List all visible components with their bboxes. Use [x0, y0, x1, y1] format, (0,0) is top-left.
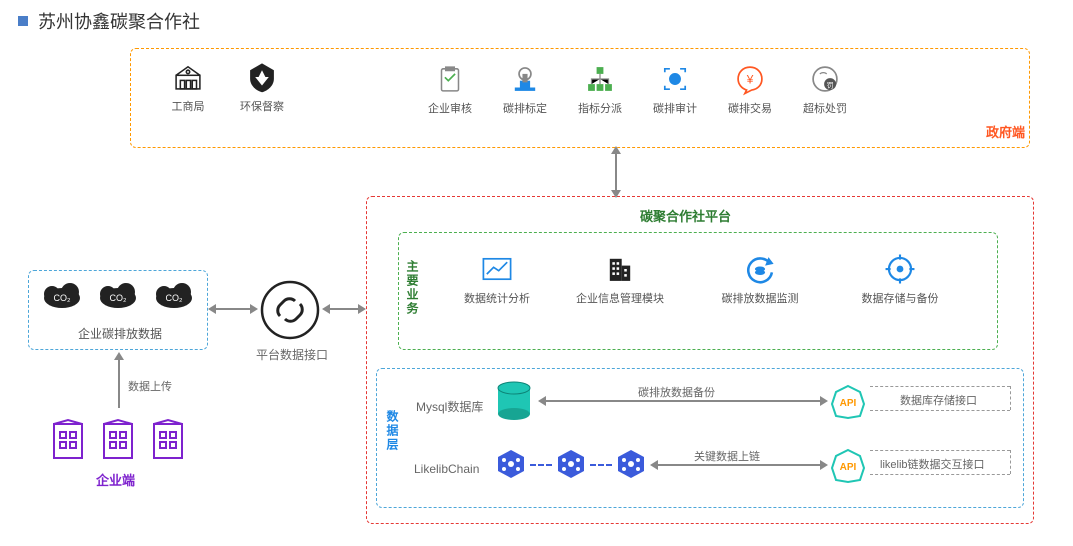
chain-label: LikelibChain [414, 462, 479, 476]
arrow-ent-api [214, 308, 252, 310]
chain-node-icon [554, 448, 588, 485]
svg-text:CO₂: CO₂ [166, 293, 184, 303]
gov-func-penalty: 罚 超标处罚 [795, 62, 855, 116]
mysql-label: Mysql数据库 [416, 398, 483, 415]
api1-label: 数据库存储接口 [900, 392, 977, 408]
biz-target: 数据存储与备份 [850, 252, 950, 306]
ent-building-icon [100, 418, 136, 465]
page-title: 苏州协鑫碳聚合作社 [38, 8, 200, 34]
api-label: 平台数据接口 [256, 346, 328, 363]
gov-item-label: 工商局 [172, 98, 205, 114]
chain-node-icon [494, 448, 528, 485]
api2-label: likelib链数据交互接口 [880, 456, 985, 472]
business-side-label: 主要业务 [404, 260, 421, 316]
ent-building-icon [50, 418, 86, 465]
onchain-label: 关键数据上链 [694, 448, 760, 464]
gov-func-stamp: 碳排标定 [495, 62, 555, 116]
co2-icon: CO₂ [96, 280, 140, 313]
gov-item-env: 环保督察 [232, 60, 292, 114]
co2-icon: CO₂ [40, 280, 84, 313]
chain-node-icon [614, 448, 648, 485]
ent-label: 企业端 [96, 470, 135, 489]
svg-text:CO₂: CO₂ [110, 293, 128, 303]
svg-text:罚: 罚 [827, 82, 834, 90]
gov-func-assign: 指标分派 [570, 62, 630, 116]
arrow-gov-platform [615, 152, 617, 192]
svg-text:API: API [840, 462, 857, 473]
biz-chart: 数据统计分析 [452, 252, 542, 306]
title-bullet [18, 16, 28, 26]
gov-label: 政府端 [986, 122, 1025, 141]
gov-func-audit: 企业审核 [420, 62, 480, 116]
data-layer-side-label: 数据层 [384, 410, 401, 452]
arrow-api-platform [328, 308, 360, 310]
api-badge-1: API [830, 384, 866, 423]
gov-func-trade: ¥ 碳排交易 [720, 62, 780, 116]
gov-item-label: 环保督察 [240, 98, 284, 114]
ent-data-label: 企业碳排放数据 [78, 325, 162, 342]
svg-text:API: API [840, 398, 857, 409]
svg-text:¥: ¥ [746, 72, 754, 86]
api-circle-icon [258, 278, 322, 345]
platform-title: 碳聚合作社平台 [640, 206, 731, 225]
svg-text:CO₂: CO₂ [54, 293, 72, 303]
backup-label: 碳排放数据备份 [638, 384, 715, 400]
gov-func-scan: 碳排审计 [645, 62, 705, 116]
upload-label: 数据上传 [128, 378, 172, 394]
co2-icon: CO₂ [152, 280, 196, 313]
arrow-upload [118, 358, 120, 408]
dash-api1 [870, 386, 1010, 387]
ent-building-icon [150, 418, 186, 465]
db-icon [494, 380, 534, 427]
api-badge-2: API [830, 448, 866, 487]
gov-item-gongshang: 工商局 [158, 60, 218, 114]
dash-api2 [870, 450, 1010, 451]
biz-refresh: 碳排放数据监测 [710, 252, 810, 306]
arrow-mysql-api [544, 400, 822, 402]
arrow-chain-api [656, 464, 822, 466]
biz-bld: 企业信息管理模块 [570, 252, 670, 306]
